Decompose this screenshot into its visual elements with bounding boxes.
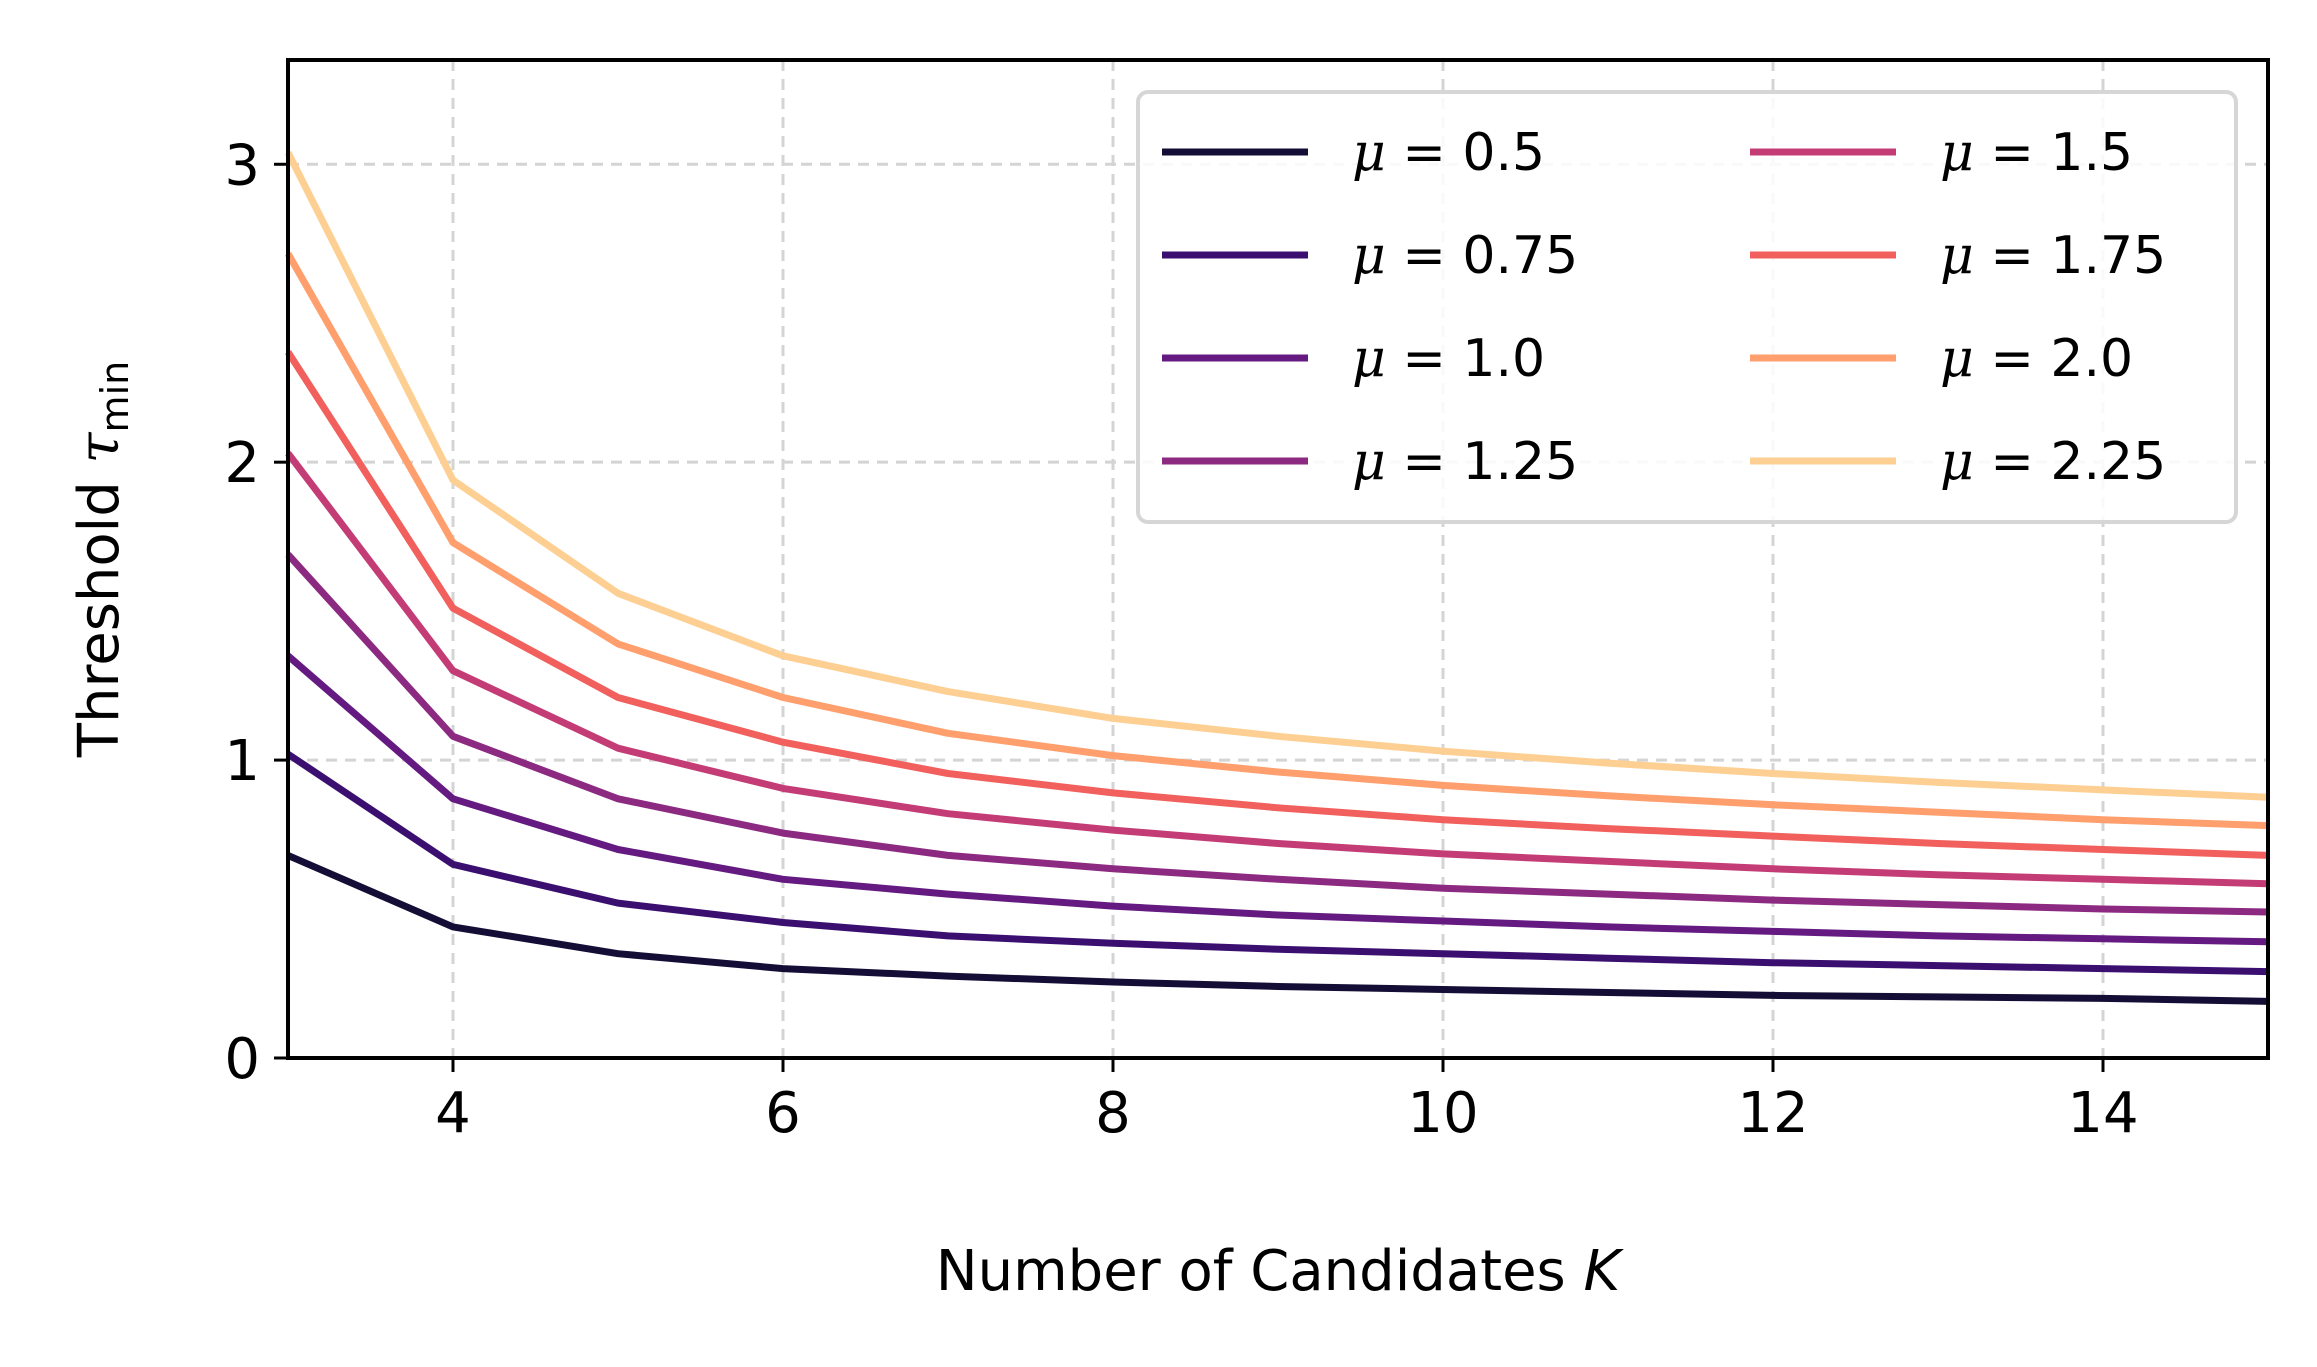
legend-entry: μ = 2.25 bbox=[1750, 432, 2166, 492]
y-axis-label-text: Threshold bbox=[67, 481, 132, 758]
legend-entry: μ = 0.5 bbox=[1162, 123, 1545, 183]
legend-entry: μ = 1.0 bbox=[1162, 329, 1545, 389]
y-tick-label: 3 bbox=[224, 133, 260, 198]
legend-entry: μ = 1.5 bbox=[1750, 123, 2133, 183]
legend-label: μ = 1.5 bbox=[1940, 123, 2133, 183]
legend-label: μ = 1.0 bbox=[1352, 329, 1545, 389]
legend-entry: μ = 2.0 bbox=[1750, 329, 2133, 389]
series-line bbox=[286, 751, 2269, 976]
series-line bbox=[285, 552, 2269, 916]
legend-entry: μ = 1.75 bbox=[1750, 226, 2166, 286]
y-axis-label-sub: min bbox=[93, 361, 137, 433]
legend-label: μ = 1.25 bbox=[1352, 432, 1578, 492]
y-axis-label: Threshold τmin bbox=[67, 361, 137, 758]
series-line bbox=[285, 451, 2269, 888]
legend-label: μ = 0.75 bbox=[1352, 226, 1578, 286]
series-line bbox=[284, 251, 2269, 830]
series-line bbox=[286, 852, 2269, 1005]
y-axis-label-var: τ bbox=[67, 431, 132, 463]
series-layer bbox=[284, 150, 2269, 1005]
x-axis-label-text: Number of Candidates bbox=[936, 1239, 1566, 1304]
legend-label: μ = 2.0 bbox=[1940, 329, 2133, 389]
y-tick-label: 1 bbox=[224, 729, 260, 794]
x-tick-label: 14 bbox=[2067, 1081, 2138, 1146]
legend-layer: μ = 0.5 μ = 0.75 μ = 1.0 μ = 1.25 μ = 1.5 μ =… bbox=[1136, 90, 2238, 524]
x-tick-label: 10 bbox=[1407, 1081, 1478, 1146]
x-axis-label-var: K bbox=[1584, 1239, 1625, 1304]
legend-label: μ = 0.5 bbox=[1352, 123, 1545, 183]
legend-label: μ = 1.75 bbox=[1940, 226, 2166, 286]
x-tick-label: 6 bbox=[765, 1081, 801, 1146]
legend-box bbox=[1136, 90, 2238, 524]
legend-label: μ = 2.25 bbox=[1940, 432, 2166, 492]
series-line bbox=[284, 150, 2269, 801]
legend-entry: μ = 1.25 bbox=[1162, 432, 1578, 492]
series-line bbox=[285, 653, 2269, 946]
y-tick-label: 2 bbox=[224, 431, 260, 496]
y-tick-label: 0 bbox=[224, 1027, 260, 1092]
series-line bbox=[285, 350, 2269, 859]
x-tick-label: 12 bbox=[1737, 1081, 1808, 1146]
plot-frame bbox=[286, 58, 2270, 1060]
legend-entry: μ = 0.75 bbox=[1162, 226, 1578, 286]
x-tick-label: 4 bbox=[435, 1081, 471, 1146]
x-tick-label: 8 bbox=[1095, 1081, 1131, 1146]
x-axis-label: Number of Candidates K bbox=[936, 1239, 1625, 1304]
